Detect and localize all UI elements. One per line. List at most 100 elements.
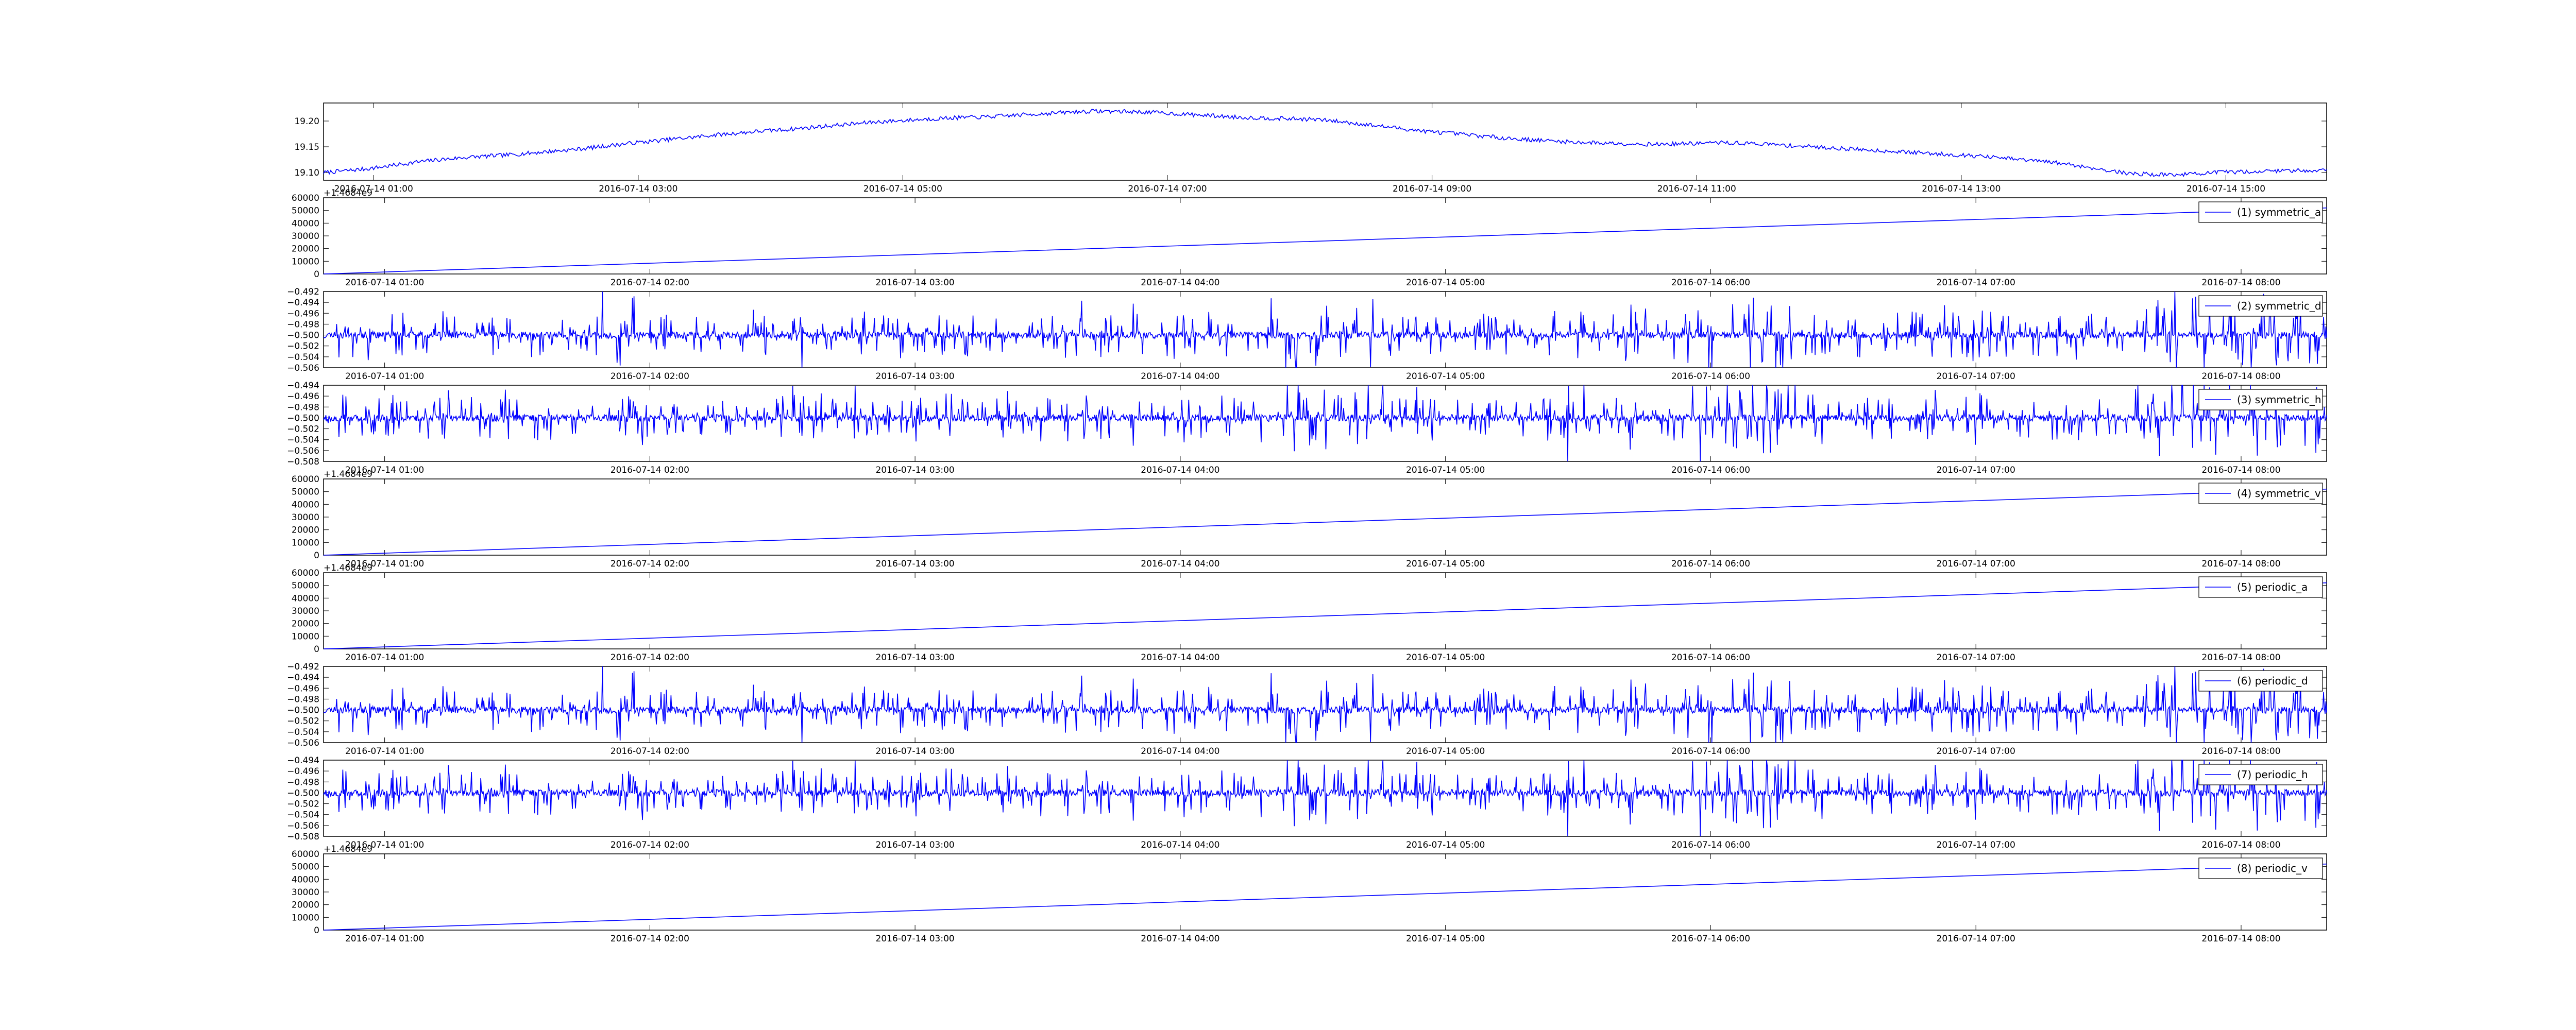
y-tick-label: −0.508 [287,832,319,842]
series-line [323,760,2327,837]
x-tick-label: 2016-07-14 08:00 [2201,559,2280,569]
y-tick-label: −0.506 [287,446,319,456]
x-tick-label: 2016-07-14 03:00 [876,653,955,663]
y-tick-label: −0.496 [287,683,319,694]
legend-label: (4) symmetric_v [2237,487,2321,500]
y-tick-label: 50000 [292,862,319,872]
x-tick-label: 2016-07-14 05:00 [1406,371,1485,382]
x-tick-label: 2016-07-14 04:00 [1141,371,1219,382]
x-tick-label: 2016-07-14 03:00 [876,934,955,944]
y-tick-label: 10000 [292,256,319,267]
x-tick-label: 2016-07-14 08:00 [2201,371,2280,382]
y-tick-label: −0.502 [287,424,319,435]
legend: (1) symmetric_a [2198,201,2323,223]
legend-label: (5) periodic_a [2237,581,2308,593]
y-tick-label: 20000 [292,619,319,629]
y-tick-label: 19.20 [294,116,319,127]
x-tick-label: 2016-07-14 04:00 [1141,278,1219,288]
x-tick-label: 2016-07-14 05:00 [1406,934,1485,944]
x-tick-label: 2016-07-14 13:00 [1922,184,2001,194]
x-tick-label: 2016-07-14 07:00 [1937,746,2015,757]
x-tick-label: 2016-07-14 01:00 [345,559,424,569]
legend: (4) symmetric_v [2198,483,2323,504]
plot-area [323,197,2327,274]
offset-label: +1.4684e9 [324,563,372,573]
y-tick-label: 10000 [292,631,319,642]
x-tick-label: 2016-07-14 05:00 [1406,746,1485,757]
plot-area [323,666,2327,743]
x-tick-label: 2016-07-14 02:00 [611,934,689,944]
x-tick-label: 2016-07-14 08:00 [2201,840,2280,850]
y-tick-label: −0.498 [287,402,319,413]
y-tick-label: −0.498 [287,319,319,330]
legend-label: (8) periodic_v [2237,862,2308,874]
x-tick-label: 2016-07-14 08:00 [2201,465,2280,475]
series-line [323,863,2327,931]
y-tick-label: −0.506 [287,738,319,748]
y-tick-label: −0.500 [287,706,319,716]
x-tick-label: 2016-07-14 05:00 [1406,465,1485,475]
x-tick-label: 2016-07-14 01:00 [345,371,424,382]
chart-sub4: 0 10000 20000 30000 40000 50000 60000 2016-07-1… [292,469,2327,569]
series-line [323,109,2327,178]
x-tick-label: 2016-07-14 08:00 [2201,278,2280,288]
x-tick-label: 2016-07-14 06:00 [1671,746,1750,757]
x-tick-label: 2016-07-14 01:00 [345,278,424,288]
series-line [323,582,2327,649]
x-tick-label: 2016-07-14 05:00 [1406,559,1485,569]
x-tick-label: 2016-07-14 05:00 [1406,653,1485,663]
y-tick-label: −0.500 [287,788,319,798]
x-tick-label: 2016-07-14 15:00 [2187,184,2265,194]
legend: (5) periodic_a [2198,576,2323,598]
series-line [323,385,2327,462]
x-tick-label: 2016-07-14 04:00 [1141,559,1219,569]
y-tick-label: −0.500 [287,331,319,341]
x-tick-label: 2016-07-14 05:00 [1406,278,1485,288]
offset-label: +1.4684e9 [324,469,372,479]
y-tick-label: −0.502 [287,716,319,727]
y-tick-label: −0.500 [287,413,319,423]
y-tick-label: −0.508 [287,457,319,467]
y-tick-label: −0.494 [287,673,319,683]
y-tick-label: 19.10 [294,168,319,178]
x-tick-label: 2016-07-14 04:00 [1141,465,1219,475]
y-tick-label: 0 [314,925,319,936]
y-tick-label: −0.506 [287,363,319,373]
y-tick-label: −0.492 [287,662,319,672]
series-line [323,488,2327,556]
y-tick-label: −0.498 [287,777,319,787]
y-tick-label: 40000 [292,593,319,604]
plot-area [323,478,2327,556]
y-tick-label: −0.504 [287,435,319,445]
plot-area [323,102,2327,181]
legend: (6) periodic_d [2198,670,2323,692]
chart-sub3: −0.508−0.506−0.504−0.502−0.500−0.498−0.4… [287,381,2327,475]
y-tick-label: 50000 [292,487,319,497]
y-tick-label: 60000 [292,474,319,485]
x-tick-label: 2016-07-14 03:00 [876,840,955,850]
y-tick-label: 0 [314,269,319,280]
x-tick-label: 2016-07-14 01:00 [345,840,424,850]
x-tick-label: 2016-07-14 01:00 [345,653,424,663]
x-tick-label: 2016-07-14 03:00 [876,465,955,475]
y-tick-label: 30000 [292,231,319,242]
x-tick-label: 2016-07-14 02:00 [611,653,689,663]
series-line [323,207,2327,274]
x-tick-label: 2016-07-14 11:00 [1657,184,1736,194]
y-tick-label: −0.494 [287,298,319,308]
y-tick-label: −0.504 [287,810,319,820]
x-tick-label: 2016-07-14 03:00 [876,559,955,569]
x-tick-label: 2016-07-14 04:00 [1141,746,1219,757]
x-tick-label: 2016-07-14 08:00 [2201,653,2280,663]
x-tick-label: 2016-07-14 06:00 [1671,653,1750,663]
y-tick-label: 0 [314,551,319,561]
x-tick-label: 2016-07-14 02:00 [611,465,689,475]
y-tick-label: 30000 [292,887,319,898]
x-tick-label: 2016-07-14 07:00 [1937,559,2015,569]
x-tick-label: 2016-07-14 02:00 [611,559,689,569]
x-tick-label: 2016-07-14 04:00 [1141,653,1219,663]
y-tick-label: −0.504 [287,727,319,737]
legend: (2) symmetric_d [2198,295,2323,317]
x-tick-label: 2016-07-14 06:00 [1671,840,1750,850]
